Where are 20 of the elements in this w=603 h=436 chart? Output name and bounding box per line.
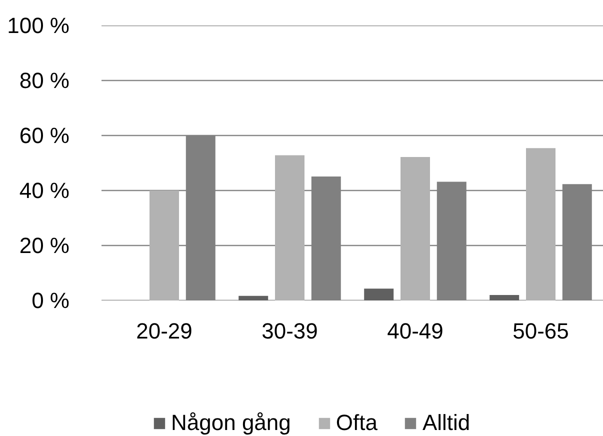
legend-label: Någon gång [171,410,291,436]
x-tick-label: 40-49 [387,318,444,344]
x-tick-label: 50-65 [512,318,569,344]
bar [275,155,304,300]
x-tick-label: 30-39 [262,318,318,344]
bar [150,190,179,300]
y-tick-label: 0 % [32,288,70,313]
legend-label: Alltid [422,410,470,436]
bar [238,296,268,300]
legend-label: Ofta [336,410,378,436]
bar [526,148,556,300]
y-tick-label: 20 % [19,233,70,258]
y-tick-label: 100 % [7,13,70,38]
y-tick-label: 40 % [19,178,70,203]
bar [400,156,430,300]
bar [490,295,520,300]
y-tick-label: 80 % [19,68,70,93]
x-tick-label: 20-29 [136,318,192,344]
y-tick-label: 60 % [19,123,70,148]
bar [364,288,394,300]
